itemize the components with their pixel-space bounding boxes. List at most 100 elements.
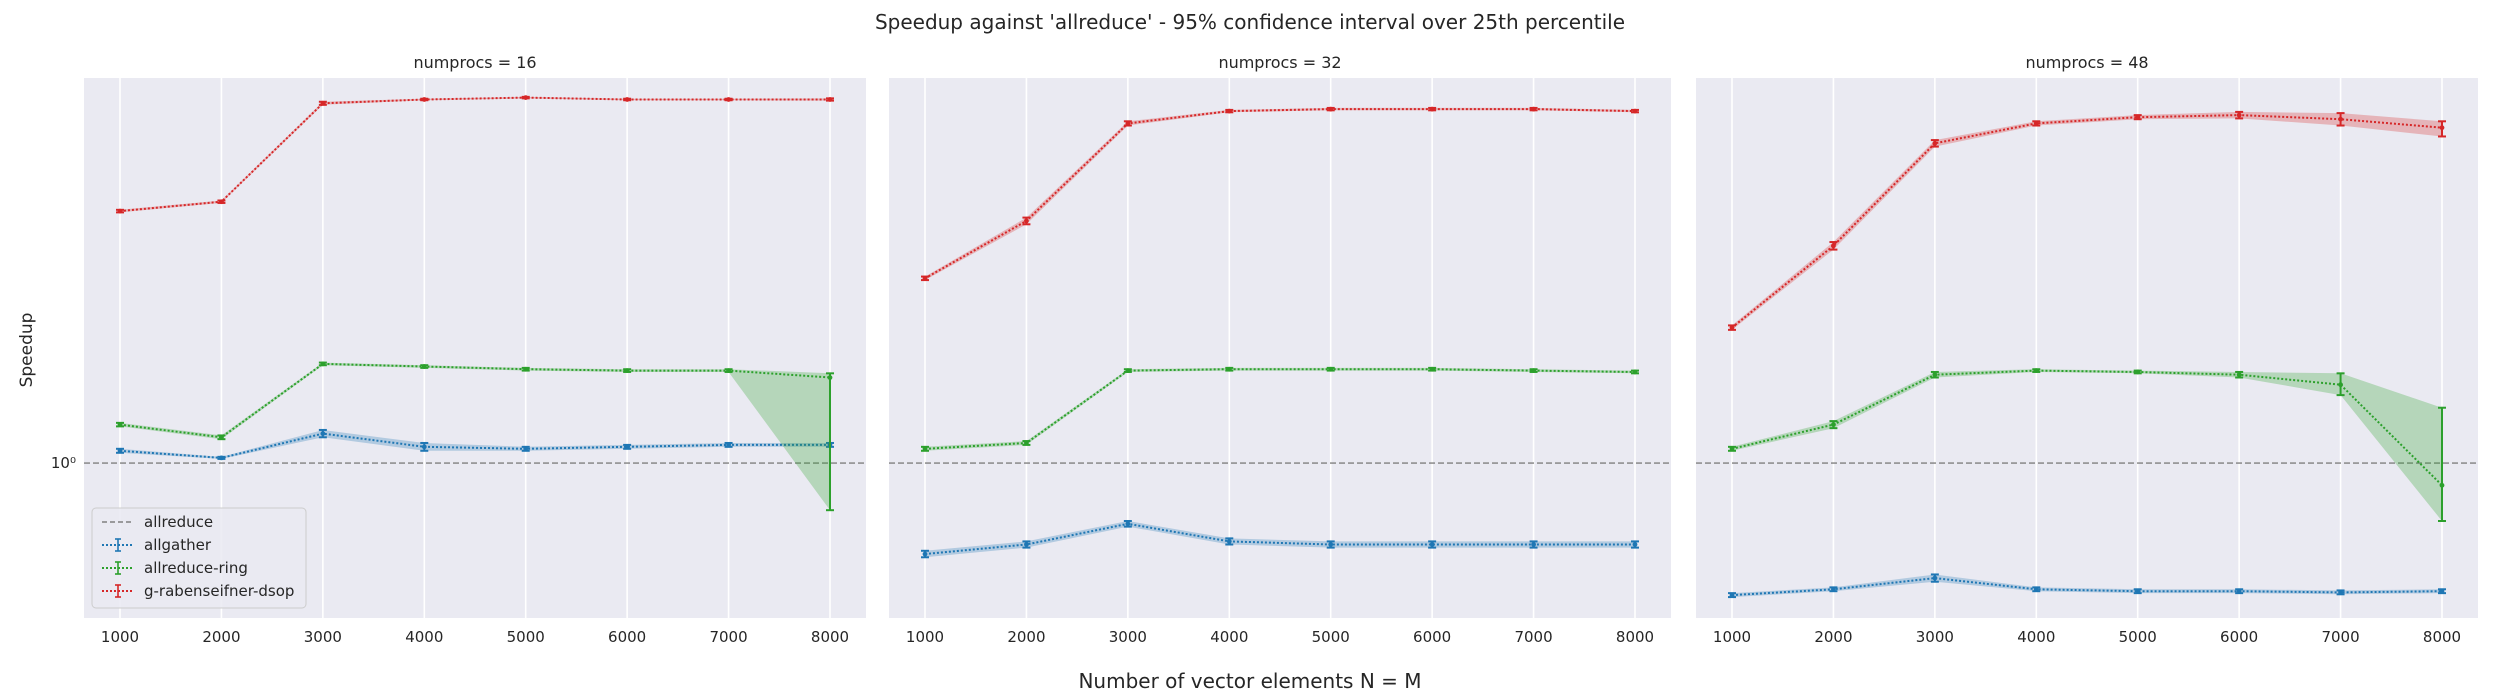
data-point [1328, 106, 1334, 112]
x-tick-label: 8000 [811, 628, 849, 646]
series-g-rabenseifner-dsop [1728, 110, 2446, 331]
y-axis-label: Speedup [17, 313, 37, 388]
legend-label: allgather [144, 536, 212, 554]
data-point [1429, 542, 1435, 547]
panel-title: numprocs = 16 [413, 53, 536, 72]
data-point [320, 431, 326, 436]
data-point [421, 97, 427, 102]
confidence-band [1732, 369, 2442, 521]
data-point [726, 97, 731, 102]
confidence-band [120, 430, 830, 459]
data-point [523, 446, 529, 452]
x-tick-label: 4000 [1210, 628, 1248, 646]
data-point [1226, 108, 1232, 114]
series-line [1731, 114, 2443, 329]
data-point [1531, 368, 1536, 373]
y-tick-label: 10⁰ [51, 454, 76, 472]
x-tick-label: 3000 [304, 628, 342, 646]
data-point [1729, 325, 1735, 331]
panel-2: 1000 2000 3000 4000 5000 6000 7000 8000 numprocs… [889, 53, 1671, 646]
series-allreduce-ring [1728, 368, 2446, 523]
data-point [117, 448, 123, 454]
legend-label: g-rabenseifner-dsop [144, 582, 294, 600]
data-point [1531, 106, 1536, 112]
x-tick-label: 4000 [405, 628, 443, 646]
data-point [2439, 125, 2445, 131]
x-tick-label: 3000 [1916, 628, 1954, 646]
x-tick-label: 5000 [2119, 628, 2157, 646]
panel-background [1696, 78, 2478, 618]
legend-label: allreduce [144, 513, 213, 531]
data-point [2338, 382, 2343, 388]
data-point [1831, 586, 1836, 592]
series-allreduce-ring [116, 361, 834, 512]
series-allgather [116, 428, 834, 461]
legend-entry: allgather [102, 536, 212, 554]
data-point [1632, 369, 1638, 375]
x-tick-label: 6000 [608, 628, 646, 646]
data-point [1125, 368, 1131, 373]
data-point [421, 364, 427, 369]
panel-1: 1000 2000 3000 4000 5000 6000 7000 8000 numprocs… [51, 53, 866, 646]
legend-entry: allreduce [102, 513, 213, 531]
data-point [523, 95, 529, 101]
data-point [219, 434, 224, 440]
data-point [2033, 121, 2039, 126]
data-point [1226, 539, 1232, 544]
legend-label: allreduce-ring [144, 559, 248, 577]
confidence-band [120, 362, 830, 511]
panel-title: numprocs = 48 [2025, 53, 2148, 72]
data-point [1729, 446, 1735, 452]
data-point [2338, 589, 2343, 595]
data-point [523, 366, 529, 372]
x-tick-label: 6000 [1413, 628, 1451, 646]
data-point [1932, 140, 1938, 146]
data-point [117, 208, 123, 214]
x-tick-label: 7000 [1514, 628, 1552, 646]
x-tick-label: 2000 [202, 628, 240, 646]
data-point [2439, 482, 2445, 488]
data-point [421, 444, 427, 450]
data-point [1729, 592, 1735, 598]
x-tick-label: 2000 [1814, 628, 1852, 646]
data-point [2135, 369, 2141, 375]
series-allreduce-ring [921, 366, 1639, 452]
data-point [1531, 542, 1536, 547]
panel-title: numprocs = 32 [1218, 53, 1341, 72]
x-tick-label: 7000 [709, 628, 747, 646]
data-point [624, 97, 630, 102]
data-point [2135, 114, 2141, 120]
data-point [1831, 422, 1836, 428]
series-g-rabenseifner-dsop [921, 106, 1639, 282]
data-point [1125, 521, 1131, 527]
data-point [624, 368, 630, 373]
x-tick-label: 4000 [2017, 628, 2055, 646]
x-tick-label: 3000 [1109, 628, 1147, 646]
data-point [219, 455, 224, 461]
data-point [2033, 368, 2039, 373]
confidence-band [925, 367, 1635, 451]
data-point [827, 375, 833, 380]
series-line [1731, 577, 2443, 597]
legend-entry: allreduce-ring [102, 559, 248, 577]
figure-title: Speedup against 'allreduce' - 95% confid… [875, 10, 1625, 34]
data-point [2338, 116, 2343, 122]
data-point [1429, 106, 1435, 112]
data-point [320, 361, 326, 367]
panels-group: 1000 2000 3000 4000 5000 6000 7000 8000 numprocs… [51, 53, 2478, 646]
data-point [726, 368, 731, 373]
data-point [117, 422, 123, 428]
x-tick-label: 6000 [2220, 628, 2258, 646]
legend-box [91, 507, 307, 609]
data-point [1429, 366, 1435, 372]
series-allgather [921, 520, 1639, 559]
x-tick-label: 1000 [101, 628, 139, 646]
x-tick-label: 2000 [1007, 628, 1045, 646]
data-point [2439, 588, 2445, 594]
data-point [1024, 542, 1029, 547]
data-point [922, 446, 928, 452]
series-line [1731, 369, 2443, 487]
data-point [624, 444, 630, 450]
data-point [1125, 121, 1131, 126]
